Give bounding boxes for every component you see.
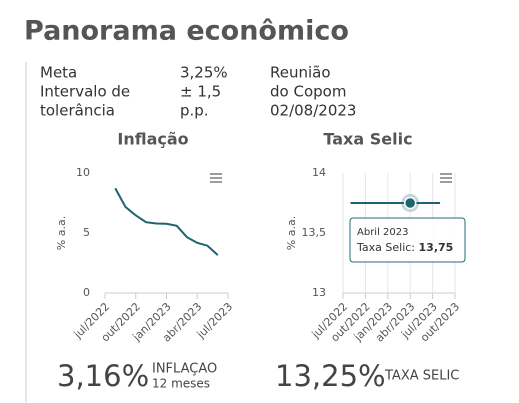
info-meeting: 02/08/2023 <box>270 102 356 120</box>
summary-value: 3,16% <box>57 359 149 393</box>
summary-label: TAXA SELIC <box>384 369 459 384</box>
hover-marker <box>403 196 417 210</box>
info-meeting: Reunião <box>270 64 331 82</box>
tooltip-box <box>349 217 466 263</box>
info-label: tolerância <box>40 102 115 120</box>
line-series <box>114 187 219 256</box>
info-value: p.p. <box>180 102 209 120</box>
y-tick-label: 13 <box>312 286 326 299</box>
info-value: 3,25% <box>180 64 228 82</box>
y-tick-label: 13,5 <box>302 226 327 239</box>
y-tick-label: 14 <box>312 166 326 179</box>
y-tick-label: 0 <box>83 286 90 299</box>
chart-title: Taxa Selic <box>323 130 412 149</box>
tooltip-text: Taxa Selic: 13,75 <box>356 241 453 254</box>
y-axis-title: % a.a. <box>285 216 298 250</box>
info-meeting: do Copom <box>270 83 346 101</box>
tooltip-title: Abril 2023 <box>357 227 408 238</box>
tooltip-value: 13,75 <box>419 241 454 254</box>
info-label: Meta <box>40 64 77 82</box>
y-tick-label: 10 <box>76 166 90 179</box>
y-tick-label: 5 <box>83 226 90 239</box>
chart-title: Inflação <box>117 130 188 149</box>
y-axis-title: % a.a. <box>55 216 68 250</box>
summary-label: INFLAÇAO <box>152 362 217 377</box>
page-title: Panorama econômico <box>24 16 349 47</box>
summary-sublabel: 12 meses <box>152 377 210 391</box>
summary-value: 13,25% <box>275 359 386 393</box>
info-value: ± 1,5 <box>180 83 221 101</box>
tooltip-label: Taxa Selic: <box>356 241 415 254</box>
info-label: Intervalo de <box>40 83 130 101</box>
overlay: Abril 2023 Taxa Selic: 13,75 <box>349 194 466 263</box>
